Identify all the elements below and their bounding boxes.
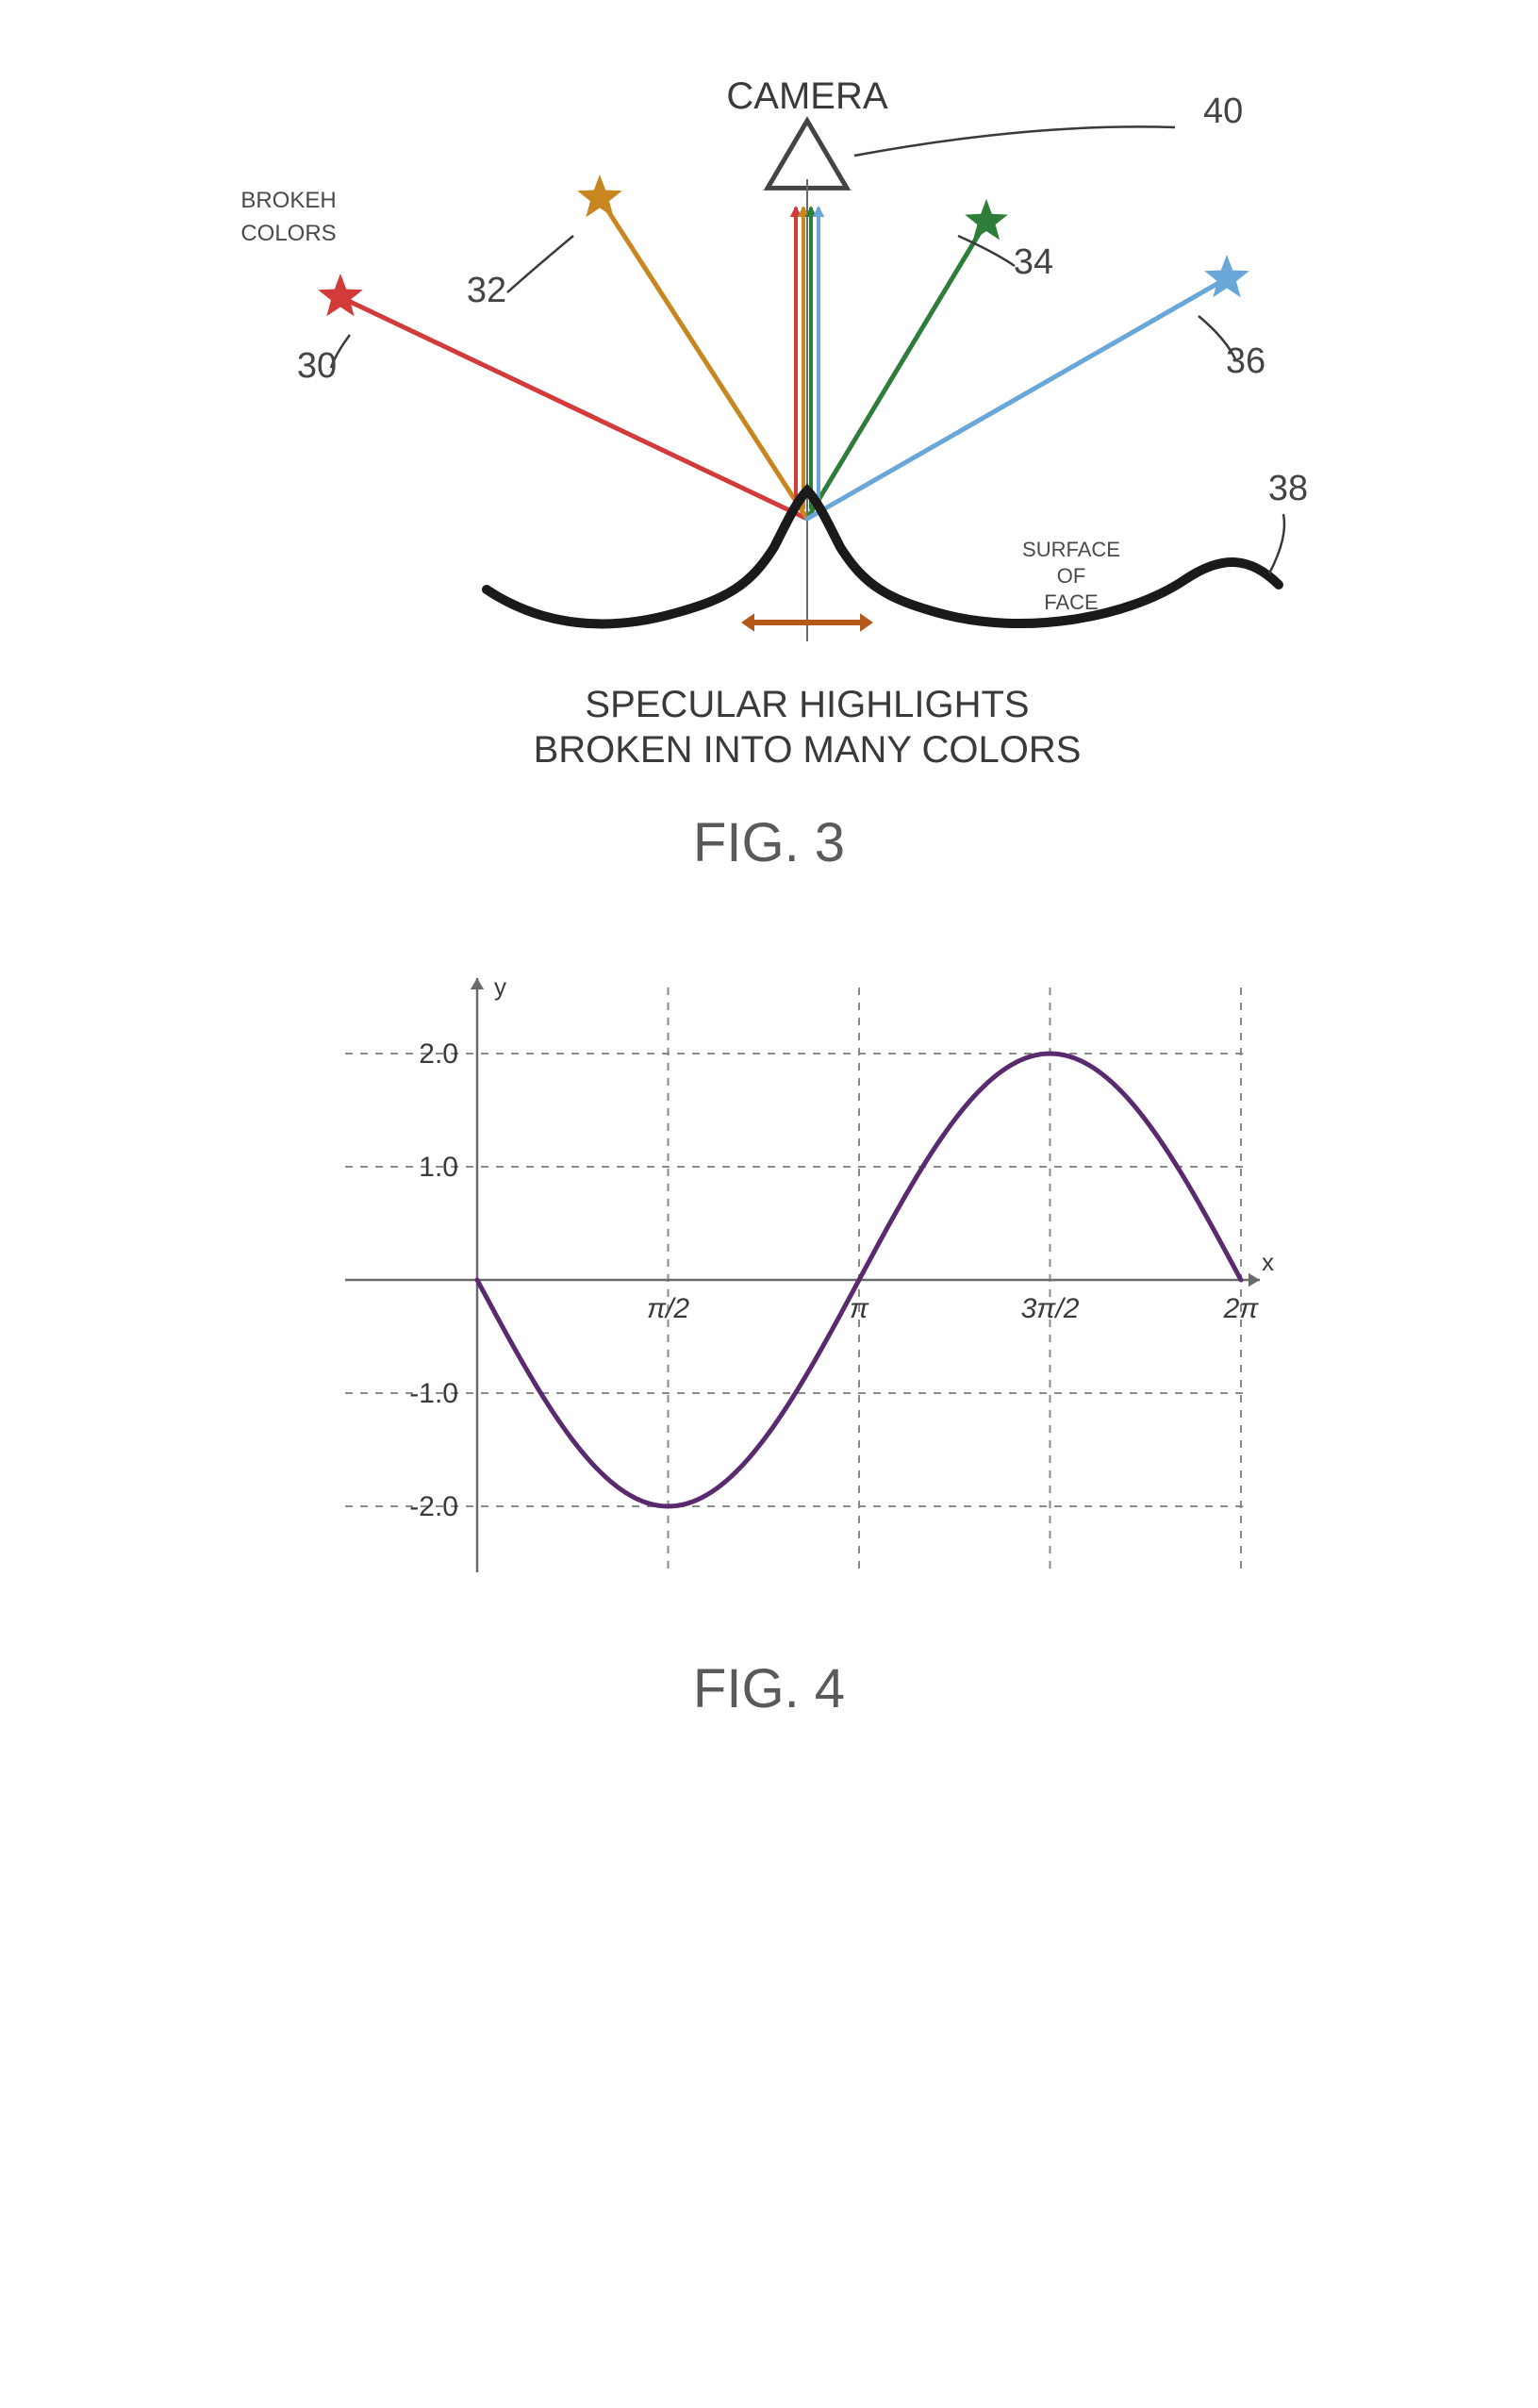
brokeh-colors-label-2: COLORS (240, 221, 336, 246)
x-tick-label: 3π/2 (1020, 1293, 1079, 1324)
y-tick-label: -1.0 (409, 1378, 458, 1409)
page-root: CAMERA 40 BROKEH COLORS SURFACE OFFACE 32 30 34 3… (0, 0, 1538, 1862)
x-axis-label: x (1262, 1248, 1274, 1276)
surface-of-face-label: FACE (1044, 590, 1098, 614)
figure-3-caption-line1: SPECULAR HIGHLIGHTS (585, 684, 1029, 725)
y-tick-label: -2.0 (409, 1491, 458, 1522)
camera-label: CAMERA (726, 75, 887, 117)
callout-number: 30 (296, 346, 336, 386)
brokeh-colors-label: BROKEH (240, 188, 336, 213)
figure-4-chart: y x 2.0 1.0 -1.0 -2.0 π/2 π 3π/2 2π (251, 940, 1288, 1619)
callout-number: 34 (1013, 242, 1052, 282)
figure-3-block: CAMERA 40 BROKEH COLORS SURFACE OFFACE 32 30 34 3… (0, 57, 1538, 940)
figure-4-block: y x 2.0 1.0 -1.0 -2.0 π/2 π 3π/2 2π FIG. 4 (0, 940, 1538, 1786)
callout-num-40: 40 (1203, 91, 1243, 131)
y-axis-label: y (494, 972, 506, 1001)
surface-of-face-label: OF (1056, 564, 1085, 588)
callout-number: 32 (466, 271, 505, 310)
figure-3-diagram: CAMERA 40 BROKEH COLORS SURFACE OFFACE 32 30 34 3… (204, 57, 1335, 773)
y-tick-label: 1.0 (419, 1152, 458, 1183)
figure-3-label: FIG. 3 (693, 811, 845, 874)
x-tick-label: π (849, 1293, 868, 1324)
figure-3-caption-line2: BROKEN INTO MANY COLORS (533, 729, 1081, 771)
x-tick-label: 2π (1222, 1293, 1259, 1324)
figure-4-label: FIG. 4 (693, 1657, 845, 1720)
x-tick-label: π/2 (646, 1293, 688, 1324)
callout-number: 38 (1267, 469, 1307, 508)
callout-number: 36 (1225, 341, 1265, 381)
surface-of-face-label: SURFACE (1022, 538, 1120, 561)
y-tick-label: 2.0 (419, 1038, 458, 1070)
